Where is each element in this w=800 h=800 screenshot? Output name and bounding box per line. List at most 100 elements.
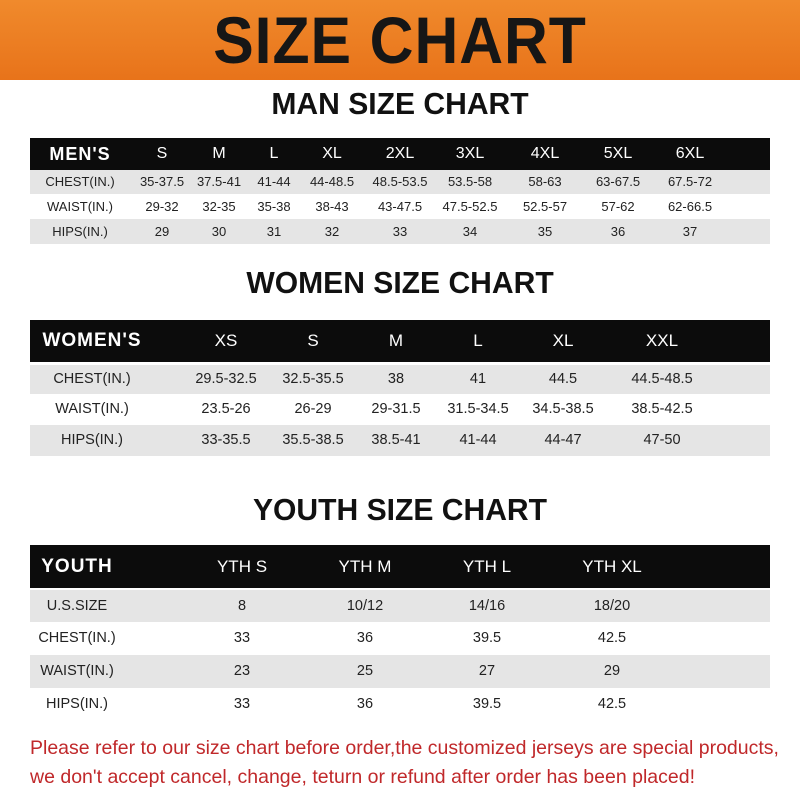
- section-title: WOMEN SIZE CHART: [246, 265, 554, 300]
- size-header: S: [156, 145, 168, 162]
- size-header: XXL: [645, 331, 679, 350]
- size-header: YTH M: [338, 557, 392, 576]
- size-header: 5XL: [603, 145, 633, 162]
- table-row: WAIST(IN.) 23 25 27 29: [30, 655, 770, 688]
- row-value: 33: [233, 696, 251, 712]
- row-value: 44.5: [548, 371, 578, 387]
- row-value: 23.5-26: [201, 401, 251, 417]
- table-label: MEN'S: [49, 144, 111, 164]
- row-value: 39.5: [472, 696, 502, 712]
- row-value: 36: [356, 696, 374, 712]
- row-value: 29: [603, 663, 621, 679]
- row-value: 32.5-35.5: [282, 371, 344, 387]
- row-value: 41-44: [459, 432, 497, 448]
- table-row: HIPS(IN.) 33-35.5 35.5-38.5 38.5-41 41-44 44-…: [30, 425, 770, 456]
- row-value: 39.5: [472, 630, 502, 646]
- row-value: 35.5-38.5: [282, 432, 344, 448]
- row-value: 36: [610, 224, 626, 239]
- row-value: 52.5-57: [522, 199, 568, 214]
- row-value: 43-47.5: [377, 199, 423, 214]
- row-value: 35-37.5: [139, 174, 185, 189]
- row-value: 18/20: [593, 598, 631, 614]
- row-value: 53.5-58: [447, 174, 493, 189]
- row-label: U.S.SIZE: [46, 598, 108, 614]
- table-row: U.S.SIZE 8 10/12 14/16 18/20: [30, 590, 770, 622]
- row-label: HIPS(IN.): [45, 696, 109, 712]
- row-value: 35: [537, 224, 553, 239]
- row-value: 23: [233, 663, 251, 679]
- disclaimer-line-2: we don't accept cancel, change, teturn o…: [30, 766, 695, 788]
- row-value: 63-67.5: [595, 174, 641, 189]
- banner: SIZE CHART: [0, 0, 800, 80]
- row-value: 31: [266, 224, 282, 239]
- section-title: YOUTH SIZE CHART: [252, 492, 548, 527]
- row-value: 38: [387, 371, 405, 387]
- row-value: 33: [233, 630, 251, 646]
- table-label: WOMEN'S: [42, 330, 142, 351]
- row-label: HIPS(IN.): [60, 432, 124, 448]
- row-value: 38.5-42.5: [631, 401, 693, 417]
- size-header: 4XL: [530, 145, 560, 162]
- table-row: CHEST(IN.) 33 36 39.5 42.5: [30, 622, 770, 655]
- disclaimer: Please refer to our size chart before or…: [30, 734, 800, 792]
- row-value: 27: [478, 663, 496, 679]
- table-row: HIPS(IN.) 29 30 31 32 33 34 35 36 37: [30, 219, 770, 244]
- table-row: CHEST(IN.) 29.5-32.5 32.5-35.5 38 41 44.5 44.5…: [30, 365, 770, 394]
- size-header: XS: [214, 331, 238, 350]
- table-row: HIPS(IN.) 33 36 39.5 42.5: [30, 688, 770, 720]
- size-header: YTH L: [462, 557, 512, 576]
- row-value: 34: [462, 224, 478, 239]
- table-row: WAIST(IN.) 23.5-26 26-29 29-31.5 31.5-34.5 34…: [30, 394, 770, 425]
- table-label: YOUTH: [41, 556, 113, 577]
- row-value: 26-29: [294, 401, 332, 417]
- row-value: 42.5: [597, 696, 627, 712]
- row-value: 42.5: [597, 630, 627, 646]
- row-label: CHEST(IN.): [38, 630, 116, 646]
- table-row: CHEST(IN.) 35-37.5 37.5-41 41-44 44-48.5 48.5…: [30, 170, 770, 194]
- row-value: 37.5-41: [196, 174, 242, 189]
- row-value: 34.5-38.5: [532, 401, 594, 417]
- row-value: 29-32: [145, 199, 179, 214]
- row-value: 62-66.5: [667, 199, 713, 214]
- row-label: HIPS(IN.): [52, 224, 108, 239]
- row-value: 10/12: [346, 598, 384, 614]
- row-value: 58-63: [528, 174, 562, 189]
- row-value: 32-35: [202, 199, 236, 214]
- row-value: 32: [324, 224, 340, 239]
- size-header: S: [307, 331, 319, 350]
- row-value: 37: [682, 224, 698, 239]
- row-label: WAIST(IN.): [55, 401, 129, 417]
- size-header: M: [388, 331, 404, 350]
- row-label: CHEST(IN.): [45, 174, 115, 189]
- table-header-row: MEN'S S M L XL 2XL 3XL 4XL 5XL 6XL: [30, 138, 770, 170]
- row-value: 8: [237, 598, 247, 614]
- row-value: 29-31.5: [371, 401, 421, 417]
- size-header: YTH S: [216, 557, 268, 576]
- row-value: 35-38: [257, 199, 291, 214]
- row-label: CHEST(IN.): [53, 371, 131, 387]
- row-value: 47-50: [643, 432, 681, 448]
- size-header: YTH XL: [582, 557, 642, 576]
- row-value: 25: [356, 663, 374, 679]
- table-header-row: WOMEN'S XS S M L XL XXL: [30, 320, 770, 362]
- row-value: 36: [356, 630, 374, 646]
- row-label: WAIST(IN.): [47, 199, 113, 214]
- banner-title: SIZE CHART: [213, 3, 587, 77]
- row-value: 41-44: [257, 174, 291, 189]
- row-value: 44-47: [544, 432, 582, 448]
- size-header: 2XL: [385, 145, 415, 162]
- disclaimer-line-1: Please refer to our size chart before or…: [30, 737, 779, 759]
- row-value: 29.5-32.5: [195, 371, 257, 387]
- row-value: 31.5-34.5: [447, 401, 509, 417]
- table-header-row: YOUTH YTH S YTH M YTH L YTH XL: [30, 545, 770, 588]
- row-value: 33-35.5: [201, 432, 251, 448]
- table-row: WAIST(IN.) 29-32 32-35 35-38 38-43 43-47.5 47.…: [30, 194, 770, 219]
- size-header: XL: [322, 145, 342, 162]
- row-value: 48.5-53.5: [372, 174, 428, 189]
- row-value: 44.5-48.5: [631, 371, 693, 387]
- row-value: 47.5-52.5: [442, 199, 498, 214]
- row-value: 29: [154, 224, 170, 239]
- row-value: 14/16: [468, 598, 506, 614]
- size-header: XL: [552, 331, 574, 350]
- row-value: 44-48.5: [309, 174, 355, 189]
